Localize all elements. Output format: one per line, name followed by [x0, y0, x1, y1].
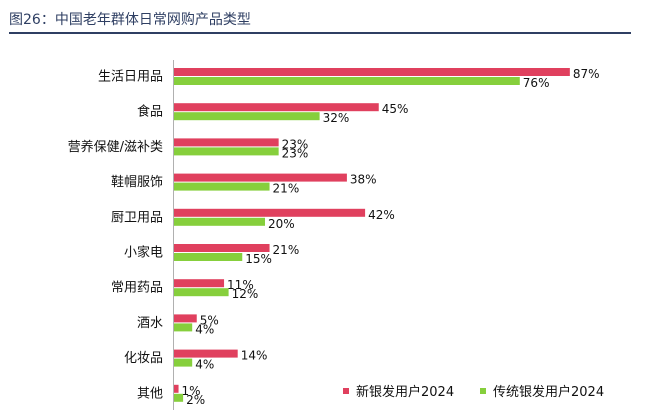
- category-label: 鞋帽服饰: [111, 174, 163, 190]
- category-label: 小家电: [124, 245, 163, 261]
- data-label-series-2: 76%: [523, 76, 550, 90]
- data-label-series-2: 23%: [282, 146, 309, 160]
- data-label-series-2: 2%: [186, 393, 205, 407]
- bar-series-2: [174, 393, 184, 402]
- category-label: 厨卫用品: [111, 210, 163, 225]
- bar-series-2: [174, 358, 193, 367]
- data-label-series-2: 4%: [195, 322, 214, 336]
- data-label-series-1: 11%: [227, 278, 254, 292]
- bar-series-1: [174, 68, 570, 76]
- legend-label-series-2: 传统银发用户2024: [493, 384, 604, 400]
- category-label: 化妆品: [124, 351, 163, 366]
- data-label-series-1: 87%: [573, 67, 600, 81]
- legend-label-series-1: 新银发用户2024: [356, 384, 454, 400]
- category-label: 生活日用品: [98, 70, 163, 85]
- data-label-series-1: 42%: [368, 208, 395, 222]
- figure-title: 图26：中国老年群体日常网购产品类型: [9, 12, 251, 28]
- bar-series-2: [174, 182, 270, 191]
- data-label-series-1: 14%: [241, 349, 268, 363]
- bar-series-2: [174, 323, 193, 332]
- category-label: 食品: [137, 104, 163, 120]
- legend: 新银发用户2024 传统银发用户2024: [343, 384, 604, 400]
- bar-series-1: [174, 173, 347, 182]
- data-label-series-1: 45%: [382, 102, 409, 116]
- bar-series-2: [174, 147, 279, 156]
- category-label: 营养保健/滋补类: [68, 139, 163, 155]
- category-label: 常用药品: [111, 281, 163, 296]
- data-label-series-2: 20%: [268, 217, 295, 231]
- bar-series-2: [174, 217, 265, 226]
- legend-swatch-series-1: [343, 388, 349, 394]
- bar-series-1: [174, 208, 366, 217]
- data-label-series-2: 4%: [195, 358, 214, 372]
- data-label-series-1: 38%: [350, 173, 377, 187]
- data-label-series-2: 32%: [323, 111, 350, 125]
- data-label-series-1: 21%: [273, 243, 300, 257]
- bar-series-2: [174, 77, 520, 85]
- bar-series-2: [174, 112, 320, 121]
- bars-layer: 生活日用品 87% 76% 食品 45% 32% 营养保健/滋补类 23%23% 鞋帽服饰 38%…: [68, 67, 600, 407]
- data-label-series-1: 23%: [282, 137, 309, 151]
- bar-series-1: [174, 349, 238, 358]
- title-rule: [9, 32, 631, 34]
- bar-series-1: [174, 279, 225, 288]
- bar-series-1: [174, 138, 279, 147]
- category-label: 酒水: [137, 316, 163, 331]
- legend-swatch-series-2: [480, 388, 486, 394]
- bar-series-2: [174, 253, 243, 261]
- category-label: 其他: [137, 386, 163, 401]
- bar-series-1: [174, 314, 197, 323]
- bar-series-1: [174, 244, 270, 252]
- data-label-series-1: 1%: [182, 384, 201, 398]
- data-label-series-2: 15%: [245, 252, 272, 266]
- data-label-series-2: 12%: [232, 287, 259, 301]
- bar-series-1: [174, 384, 179, 393]
- bar-series-2: [174, 288, 229, 297]
- data-label-series-1: 5%: [200, 313, 219, 327]
- bar-series-1: [174, 103, 379, 112]
- data-label-series-2: 21%: [273, 182, 300, 196]
